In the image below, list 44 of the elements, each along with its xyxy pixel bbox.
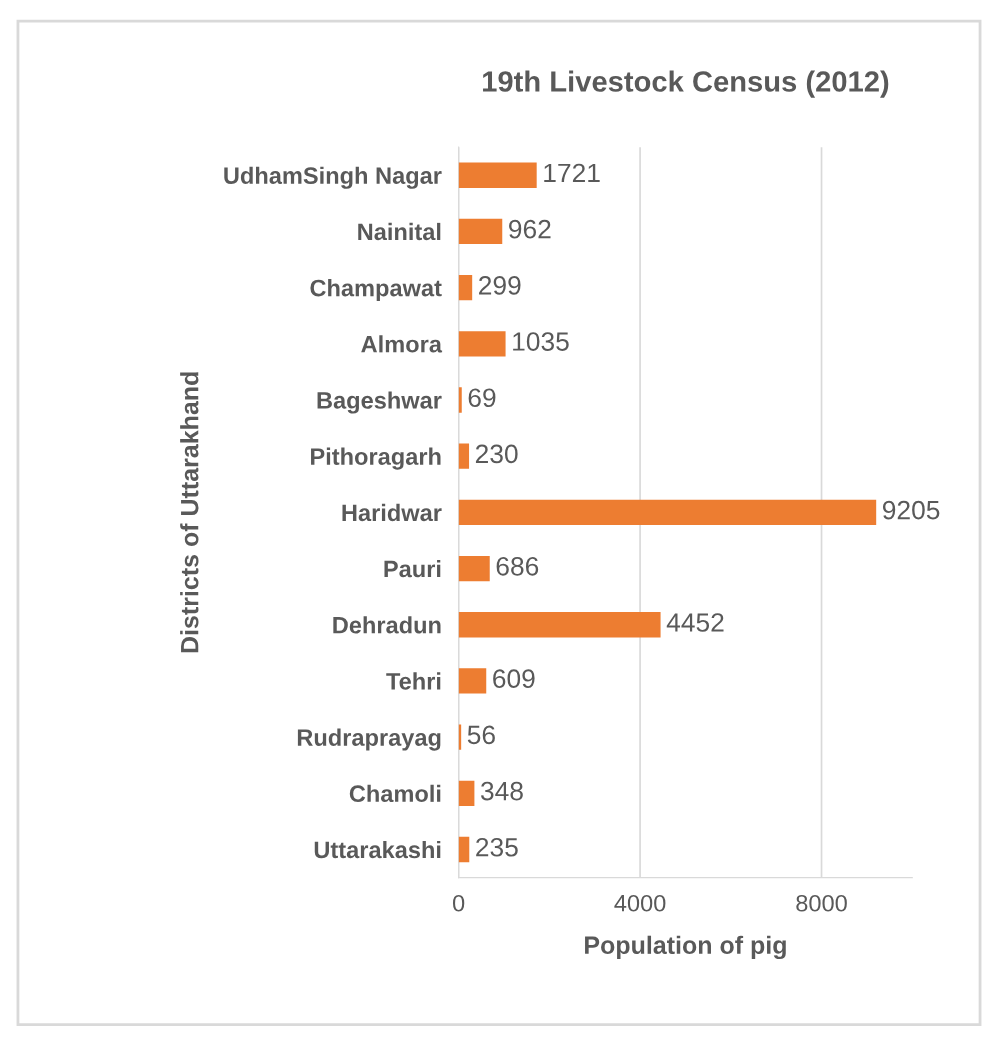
bar	[458, 836, 470, 863]
bar	[458, 612, 661, 638]
bar	[458, 668, 487, 694]
data-label: 1035	[513, 332, 569, 351]
data-label: 609	[493, 669, 535, 689]
y-tick-label: UdhamSingh Nagar	[224, 166, 442, 189]
y-tick-label: Pithoragarh	[311, 447, 441, 470]
bar	[458, 780, 475, 806]
x-axis-title: Population of pig	[585, 935, 786, 960]
data-label: 9205	[882, 500, 940, 520]
y-tick-label: Rudraprayag	[297, 728, 441, 751]
data-label: 299	[479, 276, 521, 295]
data-label: 686	[496, 556, 539, 576]
bar	[458, 162, 537, 188]
y-tick-label: Tehri	[386, 672, 441, 690]
y-tick-label: Dehradun	[333, 616, 441, 634]
y-tick-label: Pauri	[384, 560, 441, 578]
bar	[458, 274, 473, 301]
y-axis-title: Districts of Uttarakhand	[180, 372, 199, 653]
data-label: 230	[475, 444, 518, 464]
bar	[458, 387, 462, 413]
data-label: 348	[480, 781, 523, 801]
data-label: 1721	[544, 163, 600, 183]
bar	[458, 499, 877, 525]
bar	[458, 555, 490, 582]
data-label: 235	[476, 837, 518, 857]
bar	[458, 218, 503, 245]
bar	[458, 443, 470, 469]
data-label: 962	[509, 219, 551, 239]
x-tick-label: 0	[452, 894, 465, 912]
bar	[458, 331, 506, 357]
y-tick-label: Nainital	[358, 222, 441, 241]
y-tick-label: Bageshwar	[317, 391, 442, 414]
y-tick-label: Haridwar	[342, 503, 442, 522]
x-tick-label: 4000	[614, 894, 666, 912]
data-label: 69	[468, 388, 496, 408]
y-tick-label: Champawat	[310, 279, 442, 302]
x-tick-label: 8000	[796, 894, 847, 912]
data-label: 56	[467, 725, 495, 745]
chart-title: 19th Livestock Census (2012)	[483, 70, 889, 98]
y-tick-label: Almora	[361, 335, 443, 353]
y-tick-label: Uttarakashi	[314, 840, 441, 859]
y-tick-label: Chamoli	[349, 784, 441, 803]
data-label: 4452	[666, 613, 724, 632]
